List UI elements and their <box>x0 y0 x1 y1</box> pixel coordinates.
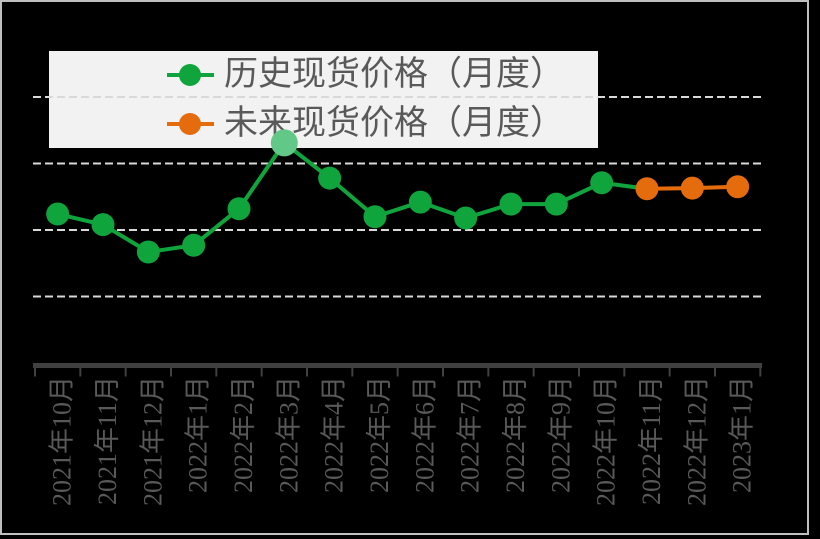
legend-label-historical: 历史现货价格（月度） <box>224 56 564 94</box>
data-point-2022年3月[interactable] <box>270 129 298 157</box>
data-point-2022年11月[interactable] <box>635 177 659 201</box>
data-point-2023年1月[interactable] <box>726 175 750 199</box>
data-point-2022年4月[interactable] <box>318 166 342 190</box>
chart-legend: 历史现货价格（月度） 未来现货价格（月度） <box>49 51 598 148</box>
data-point-2022年8月[interactable] <box>499 192 523 216</box>
legend-item-future[interactable]: 未来现货价格（月度） <box>167 103 598 145</box>
data-point-2022年5月[interactable] <box>363 205 387 229</box>
data-point-2022年1月[interactable] <box>182 233 206 257</box>
historical-series-marker-icon <box>167 64 214 87</box>
data-point-2022年6月[interactable] <box>408 190 432 214</box>
data-point-2021年11月[interactable] <box>91 213 115 237</box>
data-point-2022年12月[interactable] <box>680 176 704 200</box>
chart-frame <box>0 0 809 535</box>
data-point-2022年9月[interactable] <box>544 192 568 216</box>
data-point-2021年12月[interactable] <box>136 240 160 264</box>
data-point-2021年10月[interactable] <box>46 202 70 226</box>
data-point-2022年10月[interactable] <box>590 171 614 195</box>
legend-item-historical[interactable]: 历史现货价格（月度） <box>167 54 598 96</box>
data-point-2022年2月[interactable] <box>227 197 251 221</box>
future-series-marker-icon <box>167 112 214 135</box>
data-point-2022年7月[interactable] <box>454 206 478 230</box>
